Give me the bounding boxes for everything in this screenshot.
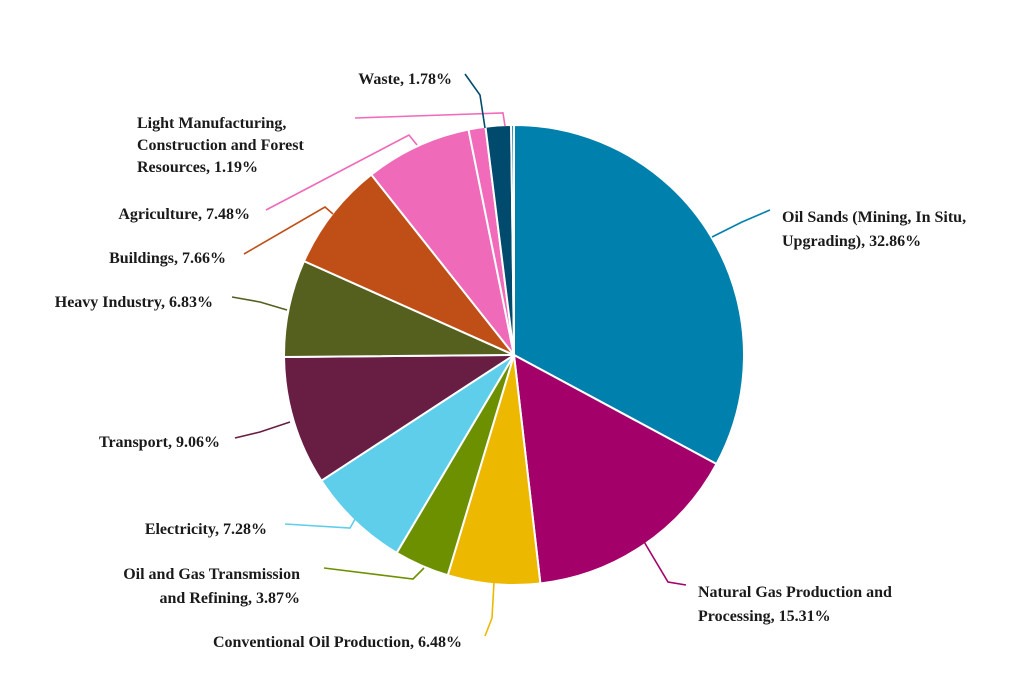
slice-label: Resources, 1.19% — [137, 159, 258, 176]
slice-label: Waste, 1.78% — [358, 71, 452, 88]
pie-slice — [320, 354, 515, 554]
leader-line — [484, 581, 495, 637]
slice-label: Buildings, 7.66% — [109, 250, 226, 267]
slice-label: Conventional Oil Production, 6.48% — [213, 634, 462, 651]
slice-label: Transport, 9.06% — [99, 434, 220, 451]
slice-label: Upgrading), 32.86% — [782, 233, 921, 250]
slice-label: Heavy Industry, 6.83% — [55, 294, 213, 311]
slice-label: and Refining, 3.87% — [160, 590, 300, 607]
pie-slice — [513, 124, 746, 466]
pie-slice — [370, 128, 515, 356]
slice-label: Oil and Gas Transmission — [123, 566, 300, 583]
leader-line — [265, 133, 418, 211]
leader-line — [231, 296, 288, 311]
leader-lines — [231, 73, 771, 637]
slice-label: Natural Gas Production and — [698, 584, 892, 601]
slice-label: Agriculture, 7.48% — [118, 206, 250, 223]
leader-line — [284, 513, 359, 529]
pie-slice — [510, 124, 515, 356]
leader-line — [711, 209, 771, 238]
slice-label: Processing, 15.31% — [698, 608, 831, 625]
leader-line — [464, 73, 486, 129]
leader-line — [243, 206, 334, 255]
leader-line — [234, 421, 291, 439]
pie-slices — [283, 124, 746, 586]
leader-line — [323, 567, 425, 580]
leader-line — [639, 534, 687, 586]
pie-slice — [283, 354, 515, 482]
leader-line — [354, 112, 506, 127]
slice-label: Oil Sands (Mining, In Situ, — [782, 209, 966, 226]
slice-labels: Oil Sands (Mining, In Situ, Upgrading), 3… — [55, 71, 966, 651]
slice-label: Electricity, 7.28% — [145, 521, 267, 538]
slice-label: Construction and Forest — [137, 137, 304, 154]
pie-slice — [513, 354, 718, 585]
slice-label: Light Manufacturing, — [137, 115, 286, 132]
